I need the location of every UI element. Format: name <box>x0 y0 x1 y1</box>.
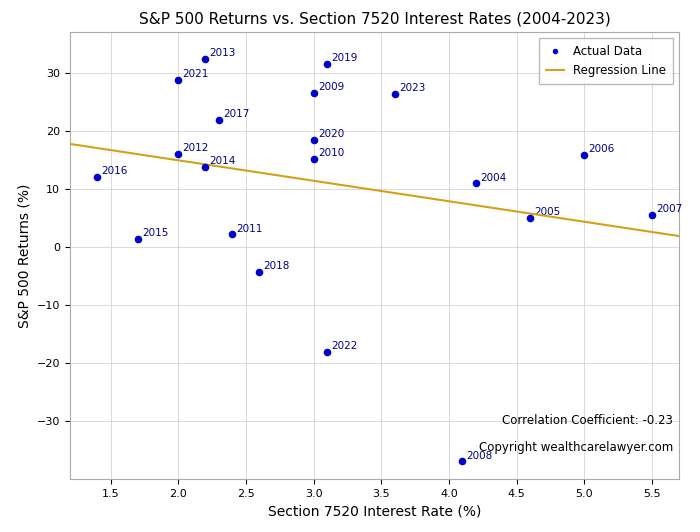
Point <box>321 347 332 356</box>
Text: 2006: 2006 <box>589 144 615 154</box>
Point <box>308 136 319 144</box>
Text: Copyright wealthcarelawyer.com: Copyright wealthcarelawyer.com <box>479 441 673 454</box>
Point <box>173 149 184 158</box>
Point <box>308 89 319 97</box>
Point <box>132 234 144 243</box>
Text: 2005: 2005 <box>534 207 561 218</box>
Text: 2019: 2019 <box>331 53 358 63</box>
Text: 2007: 2007 <box>656 204 682 214</box>
Text: 2021: 2021 <box>183 69 209 79</box>
Text: 2015: 2015 <box>142 228 168 238</box>
Point <box>214 116 225 124</box>
Point <box>579 151 590 159</box>
Text: 2011: 2011 <box>237 223 263 234</box>
Title: S&P 500 Returns vs. Section 7520 Interest Rates (2004-2023): S&P 500 Returns vs. Section 7520 Interes… <box>139 12 610 27</box>
Point <box>457 457 468 466</box>
Text: Correlation Coefficient: -0.23: Correlation Coefficient: -0.23 <box>502 414 673 427</box>
Point <box>199 54 211 63</box>
Point <box>199 163 211 171</box>
Y-axis label: S&P 500 Returns (%): S&P 500 Returns (%) <box>18 183 32 328</box>
Text: 2018: 2018 <box>264 261 290 271</box>
Point <box>646 211 657 219</box>
Text: 2004: 2004 <box>480 172 506 182</box>
Legend: Actual Data, Regression Line: Actual Data, Regression Line <box>539 38 673 84</box>
Text: 2009: 2009 <box>318 82 344 92</box>
X-axis label: Section 7520 Interest Rate (%): Section 7520 Interest Rate (%) <box>268 504 481 518</box>
Point <box>92 173 103 181</box>
Text: 2022: 2022 <box>331 341 358 351</box>
Point <box>308 155 319 163</box>
Text: 2008: 2008 <box>467 451 493 461</box>
Point <box>470 179 482 188</box>
Point <box>389 90 400 98</box>
Text: 2020: 2020 <box>318 129 344 139</box>
Point <box>227 230 238 239</box>
Text: 2010: 2010 <box>318 148 344 158</box>
Text: 2014: 2014 <box>209 156 236 167</box>
Text: 2023: 2023 <box>399 83 426 93</box>
Text: 2017: 2017 <box>223 110 249 119</box>
Point <box>524 214 536 222</box>
Text: 2013: 2013 <box>209 48 236 58</box>
Point <box>254 268 265 277</box>
Point <box>173 76 184 85</box>
Text: 2012: 2012 <box>183 143 209 153</box>
Point <box>321 60 332 68</box>
Text: 2016: 2016 <box>102 166 127 176</box>
